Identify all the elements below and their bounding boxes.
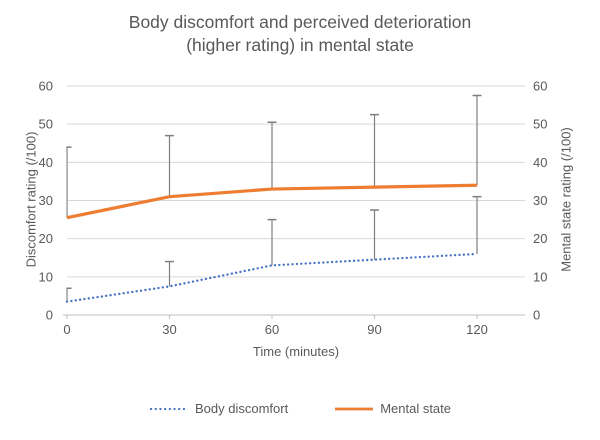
gridlines — [67, 85, 525, 278]
svg-text:30: 30 — [39, 193, 53, 208]
svg-text:50: 50 — [39, 117, 53, 132]
svg-text:0: 0 — [46, 308, 53, 323]
svg-text:0: 0 — [63, 322, 70, 337]
legend: Body discomfort Mental state — [0, 401, 600, 416]
svg-text:10: 10 — [39, 269, 53, 284]
svg-text:40: 40 — [39, 155, 53, 170]
svg-text:90: 90 — [367, 322, 381, 337]
svg-text:40: 40 — [533, 155, 547, 170]
svg-text:120: 120 — [466, 322, 488, 337]
svg-text:10: 10 — [533, 269, 547, 284]
legend-label-mental-state: Mental state — [380, 401, 452, 416]
svg-text:50: 50 — [533, 117, 547, 132]
dotted-line-icon — [149, 407, 189, 410]
legend-item-body-discomfort: Body discomfort — [149, 401, 288, 416]
svg-text:30: 30 — [162, 322, 176, 337]
error-bars-body-discomfort — [66, 195, 482, 302]
left-axis-tick-labels: 0 10 20 30 40 50 60 — [39, 79, 53, 323]
chart-title-line1: Body discomfort and perceived deteriorat… — [128, 12, 472, 32]
left-axis-title: Discomfort rating (/100) — [23, 131, 39, 268]
series-line-mental-state — [66, 183, 478, 220]
x-axis — [63, 314, 525, 319]
svg-text:30: 30 — [533, 193, 547, 208]
x-axis-title: Time (minutes) — [252, 344, 340, 359]
right-axis-title: Mental state rating (/100) — [558, 127, 574, 272]
chart-title: Body discomfort and perceived deteriorat… — [0, 11, 600, 57]
x-axis-tick-labels: 0 30 60 90 120 — [63, 322, 487, 337]
svg-text:20: 20 — [533, 231, 547, 246]
svg-text:20: 20 — [39, 231, 53, 246]
legend-label-body-discomfort: Body discomfort — [194, 401, 289, 416]
svg-text:60: 60 — [265, 322, 279, 337]
legend-item-mental-state: Mental state — [334, 401, 451, 416]
chart-title-line2: (higher rating) in mental state — [186, 35, 414, 55]
right-axis-tick-labels: 0 10 20 30 40 50 60 — [533, 79, 547, 323]
svg-text:60: 60 — [39, 79, 53, 94]
svg-text:60: 60 — [533, 79, 547, 94]
error-bars-mental-state — [66, 94, 482, 218]
solid-line-icon — [335, 407, 374, 410]
svg-text:0: 0 — [533, 308, 540, 323]
